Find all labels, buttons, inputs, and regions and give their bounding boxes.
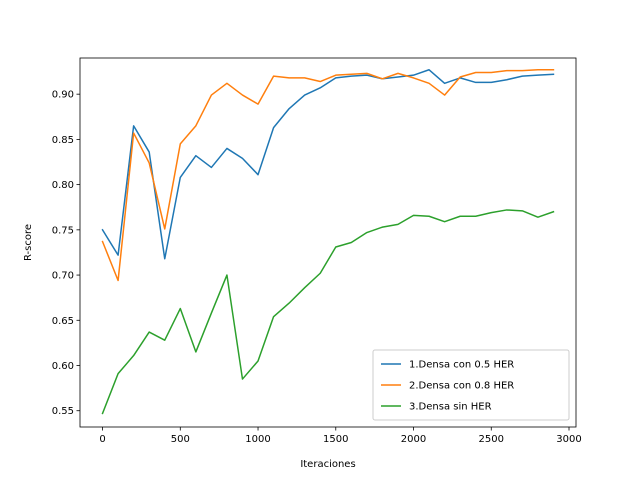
- y-axis-label: R-score: [23, 224, 34, 261]
- y-tick-label: 0.80: [52, 180, 74, 191]
- series-lines: [101, 69, 555, 415]
- x-tick-label: 1000: [245, 434, 270, 445]
- plot-area: [79, 57, 577, 428]
- x-axis: 0 500 1000 1500 2000 2500 3000: [99, 427, 582, 445]
- y-tick-label: 0.65: [52, 316, 74, 327]
- legend-label-2: 2.Densa con 0.8 HER: [409, 381, 514, 392]
- series-line-2: [101, 69, 555, 282]
- x-tick-label: 0: [99, 434, 105, 445]
- legend-box: [372, 349, 570, 421]
- x-tick-label: 1500: [323, 434, 348, 445]
- y-tick-label: 0.55: [52, 406, 74, 417]
- y-tick-label: 0.75: [52, 225, 74, 236]
- series-line-1: [101, 69, 555, 260]
- x-tick-label: 2500: [479, 434, 504, 445]
- x-tick-label: 3000: [556, 434, 581, 445]
- legend: 1.Densa con 0.5 HER 2.Densa con 0.8 HER 3.…: [372, 349, 570, 421]
- x-tick-label: 500: [171, 434, 190, 445]
- legend-label-3: 3.Densa sin HER: [409, 402, 492, 413]
- legend-label-1: 1.Densa con 0.5 HER: [409, 360, 514, 371]
- series-line-3: [101, 209, 555, 415]
- axes-frame: [79, 57, 577, 428]
- y-axis: 0.55 0.60 0.65 0.70 0.75 0.80 0.85 0.90: [52, 90, 80, 417]
- y-tick-label: 0.85: [52, 135, 74, 146]
- y-tick-label: 0.60: [52, 361, 74, 372]
- y-tick-label: 0.70: [52, 271, 74, 282]
- x-axis-label: Iteraciones: [300, 459, 355, 470]
- y-tick-label: 0.90: [52, 90, 74, 101]
- x-tick-label: 2000: [401, 434, 426, 445]
